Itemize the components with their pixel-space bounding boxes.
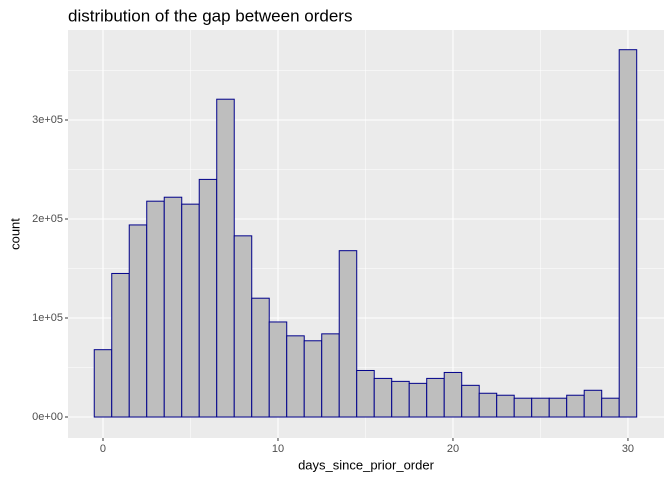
bar xyxy=(496,394,515,418)
bar xyxy=(478,392,498,418)
bar xyxy=(111,272,130,418)
bar xyxy=(321,333,340,418)
bar xyxy=(338,250,358,418)
x-tick-label: 0 xyxy=(100,443,106,455)
y-tick-label: 3e+05 xyxy=(32,114,63,126)
x-axis-label: days_since_prior_order xyxy=(298,457,435,472)
bar xyxy=(601,397,620,418)
bar xyxy=(548,397,568,418)
bar xyxy=(531,397,550,418)
bar xyxy=(268,321,288,418)
bar xyxy=(373,377,393,418)
x-tick-label: 20 xyxy=(447,443,459,455)
bar xyxy=(216,98,235,418)
y-tick-label: 2e+05 xyxy=(32,213,63,225)
bar xyxy=(181,203,200,418)
x-tick-label: 30 xyxy=(622,443,634,455)
y-tick-label: 1e+05 xyxy=(32,312,63,324)
bar xyxy=(566,394,585,418)
bar xyxy=(251,297,270,418)
bar xyxy=(513,397,533,418)
bar xyxy=(146,200,165,418)
bar xyxy=(443,371,463,418)
bar xyxy=(163,196,183,418)
bar xyxy=(128,224,148,418)
bar xyxy=(391,380,410,418)
bar xyxy=(286,335,305,418)
bar xyxy=(303,340,323,418)
bar xyxy=(426,377,445,418)
bar xyxy=(198,178,218,418)
bar xyxy=(356,369,375,418)
x-tick-label: 10 xyxy=(272,443,284,455)
bar xyxy=(583,389,603,418)
bar xyxy=(618,49,638,418)
chart-title: distribution of the gap between orders xyxy=(68,6,352,25)
bar xyxy=(93,349,113,418)
bar xyxy=(408,382,428,418)
bar xyxy=(233,235,253,418)
y-tick-label: 0e+00 xyxy=(32,411,63,423)
y-axis-label: count xyxy=(7,218,22,250)
bar xyxy=(461,384,480,418)
